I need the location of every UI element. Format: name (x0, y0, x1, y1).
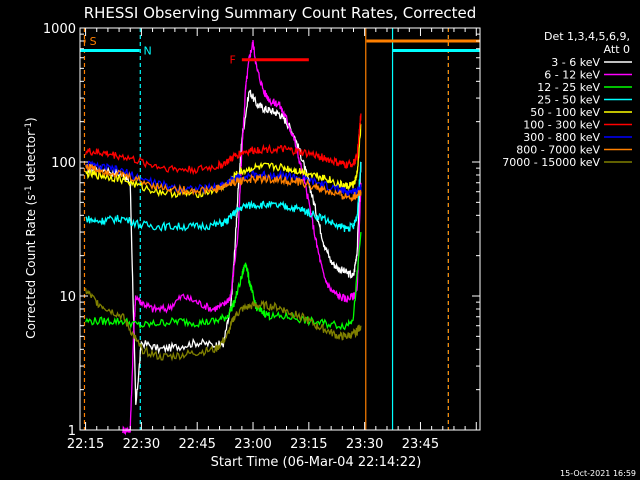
state-bars: S N F (80, 35, 480, 67)
series-lines (84, 39, 362, 436)
state-bar-label-1: N (144, 44, 152, 57)
series-line-2 (85, 232, 362, 331)
timestamp: 15-Oct-2021 16:59 (560, 469, 636, 478)
y-axis-ticks: 1 10 100 1000 (43, 22, 480, 439)
x-tick-label: 23:00 (234, 437, 271, 452)
legend-label: 12 - 25 keV (537, 81, 600, 94)
state-bar-label-2: F (230, 54, 236, 67)
x-tick-label: 22:30 (123, 437, 160, 452)
y-tick-label: 100 (51, 156, 76, 171)
chart-title: RHESSI Observing Summary Count Rates, Co… (84, 4, 477, 22)
y-tick-label: 1000 (43, 22, 76, 37)
x-tick-label: 22:45 (178, 437, 215, 452)
legend-label: 25 - 50 keV (537, 94, 600, 107)
legend-header-line-1: Det 1,3,4,5,6,9, (544, 30, 630, 43)
y-axis-label: Corrected Count Rate (s-1 detector-1) (24, 117, 38, 338)
legend-label: 300 - 800 keV (523, 131, 600, 144)
series-line-8 (84, 288, 362, 362)
x-axis-ticks: 22:15 22:30 22:45 23:00 23:15 23:30 23:45 (67, 28, 477, 452)
state-marker-lines (83, 28, 449, 430)
state-bar-label-0: S (90, 35, 97, 48)
legend-label: 6 - 12 keV (544, 69, 600, 82)
x-tick-label: 23:15 (290, 437, 327, 452)
series-line-3 (85, 161, 362, 232)
plot-frame (79, 27, 481, 431)
legend-label: 100 - 300 keV (523, 119, 600, 132)
legend-label: 50 - 100 keV (530, 106, 600, 119)
y-tick-label: 10 (59, 290, 76, 305)
x-tick-label: 23:45 (402, 437, 439, 452)
legend-label: 7000 - 15000 keV (502, 156, 600, 169)
series-line-7 (84, 163, 362, 203)
legend-label: 800 - 7000 keV (516, 144, 600, 157)
y-tick-label: 1 (68, 424, 76, 439)
legend-header-line-2: Att 0 (604, 43, 630, 56)
series-line-1 (122, 39, 362, 436)
x-axis-label: Start Time (06-Mar-04 22:14:22) (211, 455, 422, 470)
x-tick-label: 22:15 (67, 437, 104, 452)
x-tick-label: 23:30 (346, 437, 383, 452)
series-line-5 (84, 113, 362, 176)
legend-label: 3 - 6 keV (551, 56, 600, 69)
series-line-4 (84, 122, 362, 199)
series-line-0 (85, 89, 362, 405)
